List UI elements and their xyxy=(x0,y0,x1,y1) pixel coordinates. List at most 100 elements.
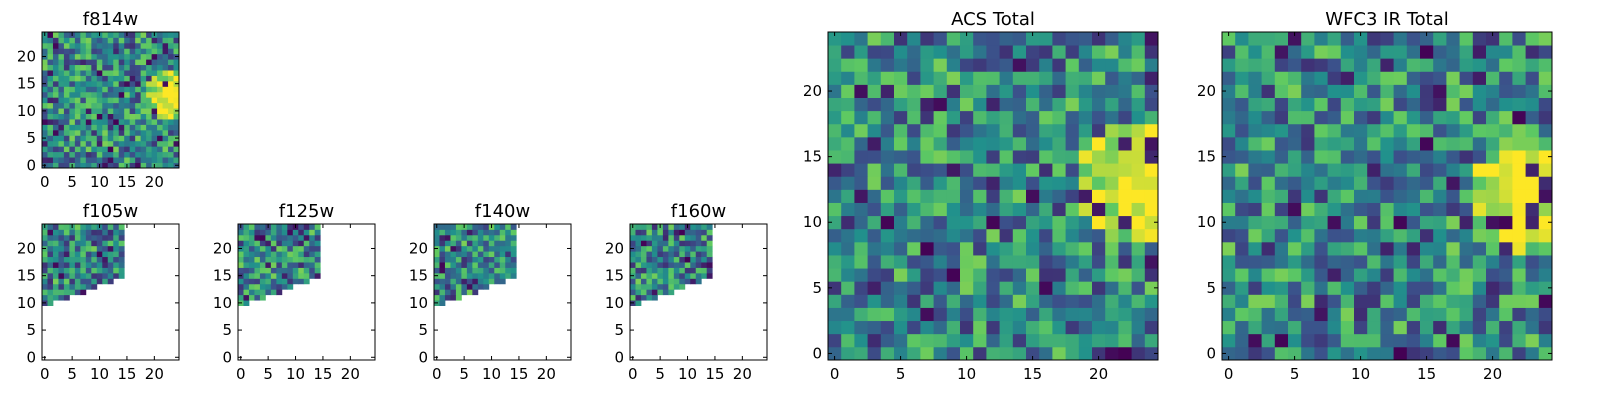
heatmap-cell xyxy=(270,267,277,274)
heatmap-cell xyxy=(52,70,59,76)
heatmap-cell xyxy=(276,267,283,274)
heatmap-cell xyxy=(880,123,895,138)
heatmap-cell xyxy=(630,294,636,301)
heatmap-cell xyxy=(74,42,81,49)
heatmap-cell xyxy=(651,283,658,290)
heatmap-cell xyxy=(841,320,855,335)
heatmap-cell xyxy=(651,267,658,274)
heatmap-cell xyxy=(1472,97,1487,112)
heatmap-cell xyxy=(1248,281,1262,295)
heatmap-cell xyxy=(1472,84,1487,98)
heatmap-cell xyxy=(281,240,288,247)
heatmap-cell xyxy=(129,113,136,120)
heatmap-cell xyxy=(907,97,921,112)
heatmap-cell xyxy=(1105,202,1119,217)
heatmap-cell xyxy=(1538,32,1553,46)
heatmap-cell xyxy=(651,234,658,241)
heatmap-cell xyxy=(1039,58,1053,72)
heatmap-cell xyxy=(439,283,446,290)
heatmap-cell xyxy=(1026,97,1040,112)
heatmap-cell xyxy=(1274,281,1289,295)
panel-title: f814w xyxy=(83,9,138,30)
heatmap-cell xyxy=(880,202,895,217)
heatmap-cell xyxy=(505,234,512,241)
heatmap-cell xyxy=(292,251,299,258)
heatmap-cell xyxy=(1105,215,1119,230)
heatmap-cell xyxy=(986,163,1000,177)
heatmap-cell xyxy=(635,224,642,230)
heatmap-cell xyxy=(1420,241,1434,256)
heatmap-cell xyxy=(42,113,48,120)
heatmap-cell xyxy=(946,32,961,46)
heatmap-cell xyxy=(1131,123,1146,138)
heatmap-cell xyxy=(1261,150,1276,164)
heatmap-cell xyxy=(439,245,446,252)
heatmap-cell xyxy=(867,58,882,72)
heatmap-cell xyxy=(828,189,842,203)
heatmap-cell xyxy=(107,119,114,125)
heatmap-cell xyxy=(434,294,440,301)
heatmap-cell xyxy=(146,162,152,169)
heatmap-cell xyxy=(640,245,647,252)
heatmap-cell xyxy=(1222,281,1236,295)
heatmap-cell xyxy=(91,119,98,125)
heatmap-cell xyxy=(1092,202,1106,217)
heatmap-cell xyxy=(69,267,76,274)
heatmap-cell xyxy=(287,245,294,252)
heatmap-cell xyxy=(91,48,98,55)
heatmap-cell xyxy=(102,53,109,60)
heatmap-cell xyxy=(986,255,1000,269)
x-tick-label: 0 xyxy=(830,365,840,383)
heatmap-cell xyxy=(238,234,244,241)
heatmap-cell xyxy=(1222,189,1236,203)
x-tick-label: 20 xyxy=(145,365,164,383)
x-tick-label: 0 xyxy=(40,365,50,383)
heatmap-cell xyxy=(1274,333,1289,348)
heatmap-cell xyxy=(1026,281,1040,295)
heatmap-cell xyxy=(1499,307,1513,322)
heatmap-cell xyxy=(80,245,87,252)
heatmap-cell xyxy=(1380,255,1394,269)
heatmap-cell xyxy=(946,58,961,72)
heatmap-cell xyxy=(254,294,261,301)
heatmap-cell xyxy=(85,32,92,38)
heatmap-cell xyxy=(450,245,457,252)
heatmap-cell xyxy=(58,64,65,71)
heatmap-cell xyxy=(690,240,697,247)
heatmap-cell xyxy=(690,256,697,263)
heatmap-cell xyxy=(472,240,479,247)
heatmap-cell xyxy=(58,140,65,147)
heatmap-cell xyxy=(1367,97,1381,112)
heatmap-cell xyxy=(168,42,174,49)
heatmap-cell xyxy=(63,59,70,66)
heatmap-cell xyxy=(52,32,59,38)
heatmap-cell xyxy=(47,70,54,76)
heatmap-cell xyxy=(113,102,120,109)
heatmap-cell xyxy=(657,283,664,290)
heatmap-cell xyxy=(140,97,147,104)
heatmap-cell xyxy=(102,91,109,98)
heatmap-cell xyxy=(635,289,642,296)
heatmap-cell xyxy=(91,91,98,98)
heatmap-cell xyxy=(42,278,48,285)
heatmap-cell xyxy=(1354,346,1368,361)
heatmap-cell xyxy=(867,307,882,322)
heatmap-cell xyxy=(47,224,54,230)
heatmap-cell xyxy=(91,251,98,258)
heatmap-cell xyxy=(499,272,506,279)
heatmap-cell xyxy=(1420,84,1434,98)
heatmap-cell xyxy=(140,102,147,109)
heatmap-cell xyxy=(162,86,169,93)
heatmap-cell xyxy=(461,256,468,263)
heatmap-cell xyxy=(80,86,87,93)
heatmap-cell xyxy=(1499,176,1513,190)
heatmap-cell xyxy=(828,71,842,85)
heatmap-cell xyxy=(69,75,76,82)
heatmap-cell xyxy=(287,283,294,290)
heatmap-cell xyxy=(1026,123,1040,138)
heatmap-cell xyxy=(298,224,305,230)
heatmap-cell xyxy=(444,224,451,230)
heatmap-cell xyxy=(973,294,987,308)
heatmap-cell xyxy=(69,289,76,296)
heatmap-cell xyxy=(47,262,54,268)
